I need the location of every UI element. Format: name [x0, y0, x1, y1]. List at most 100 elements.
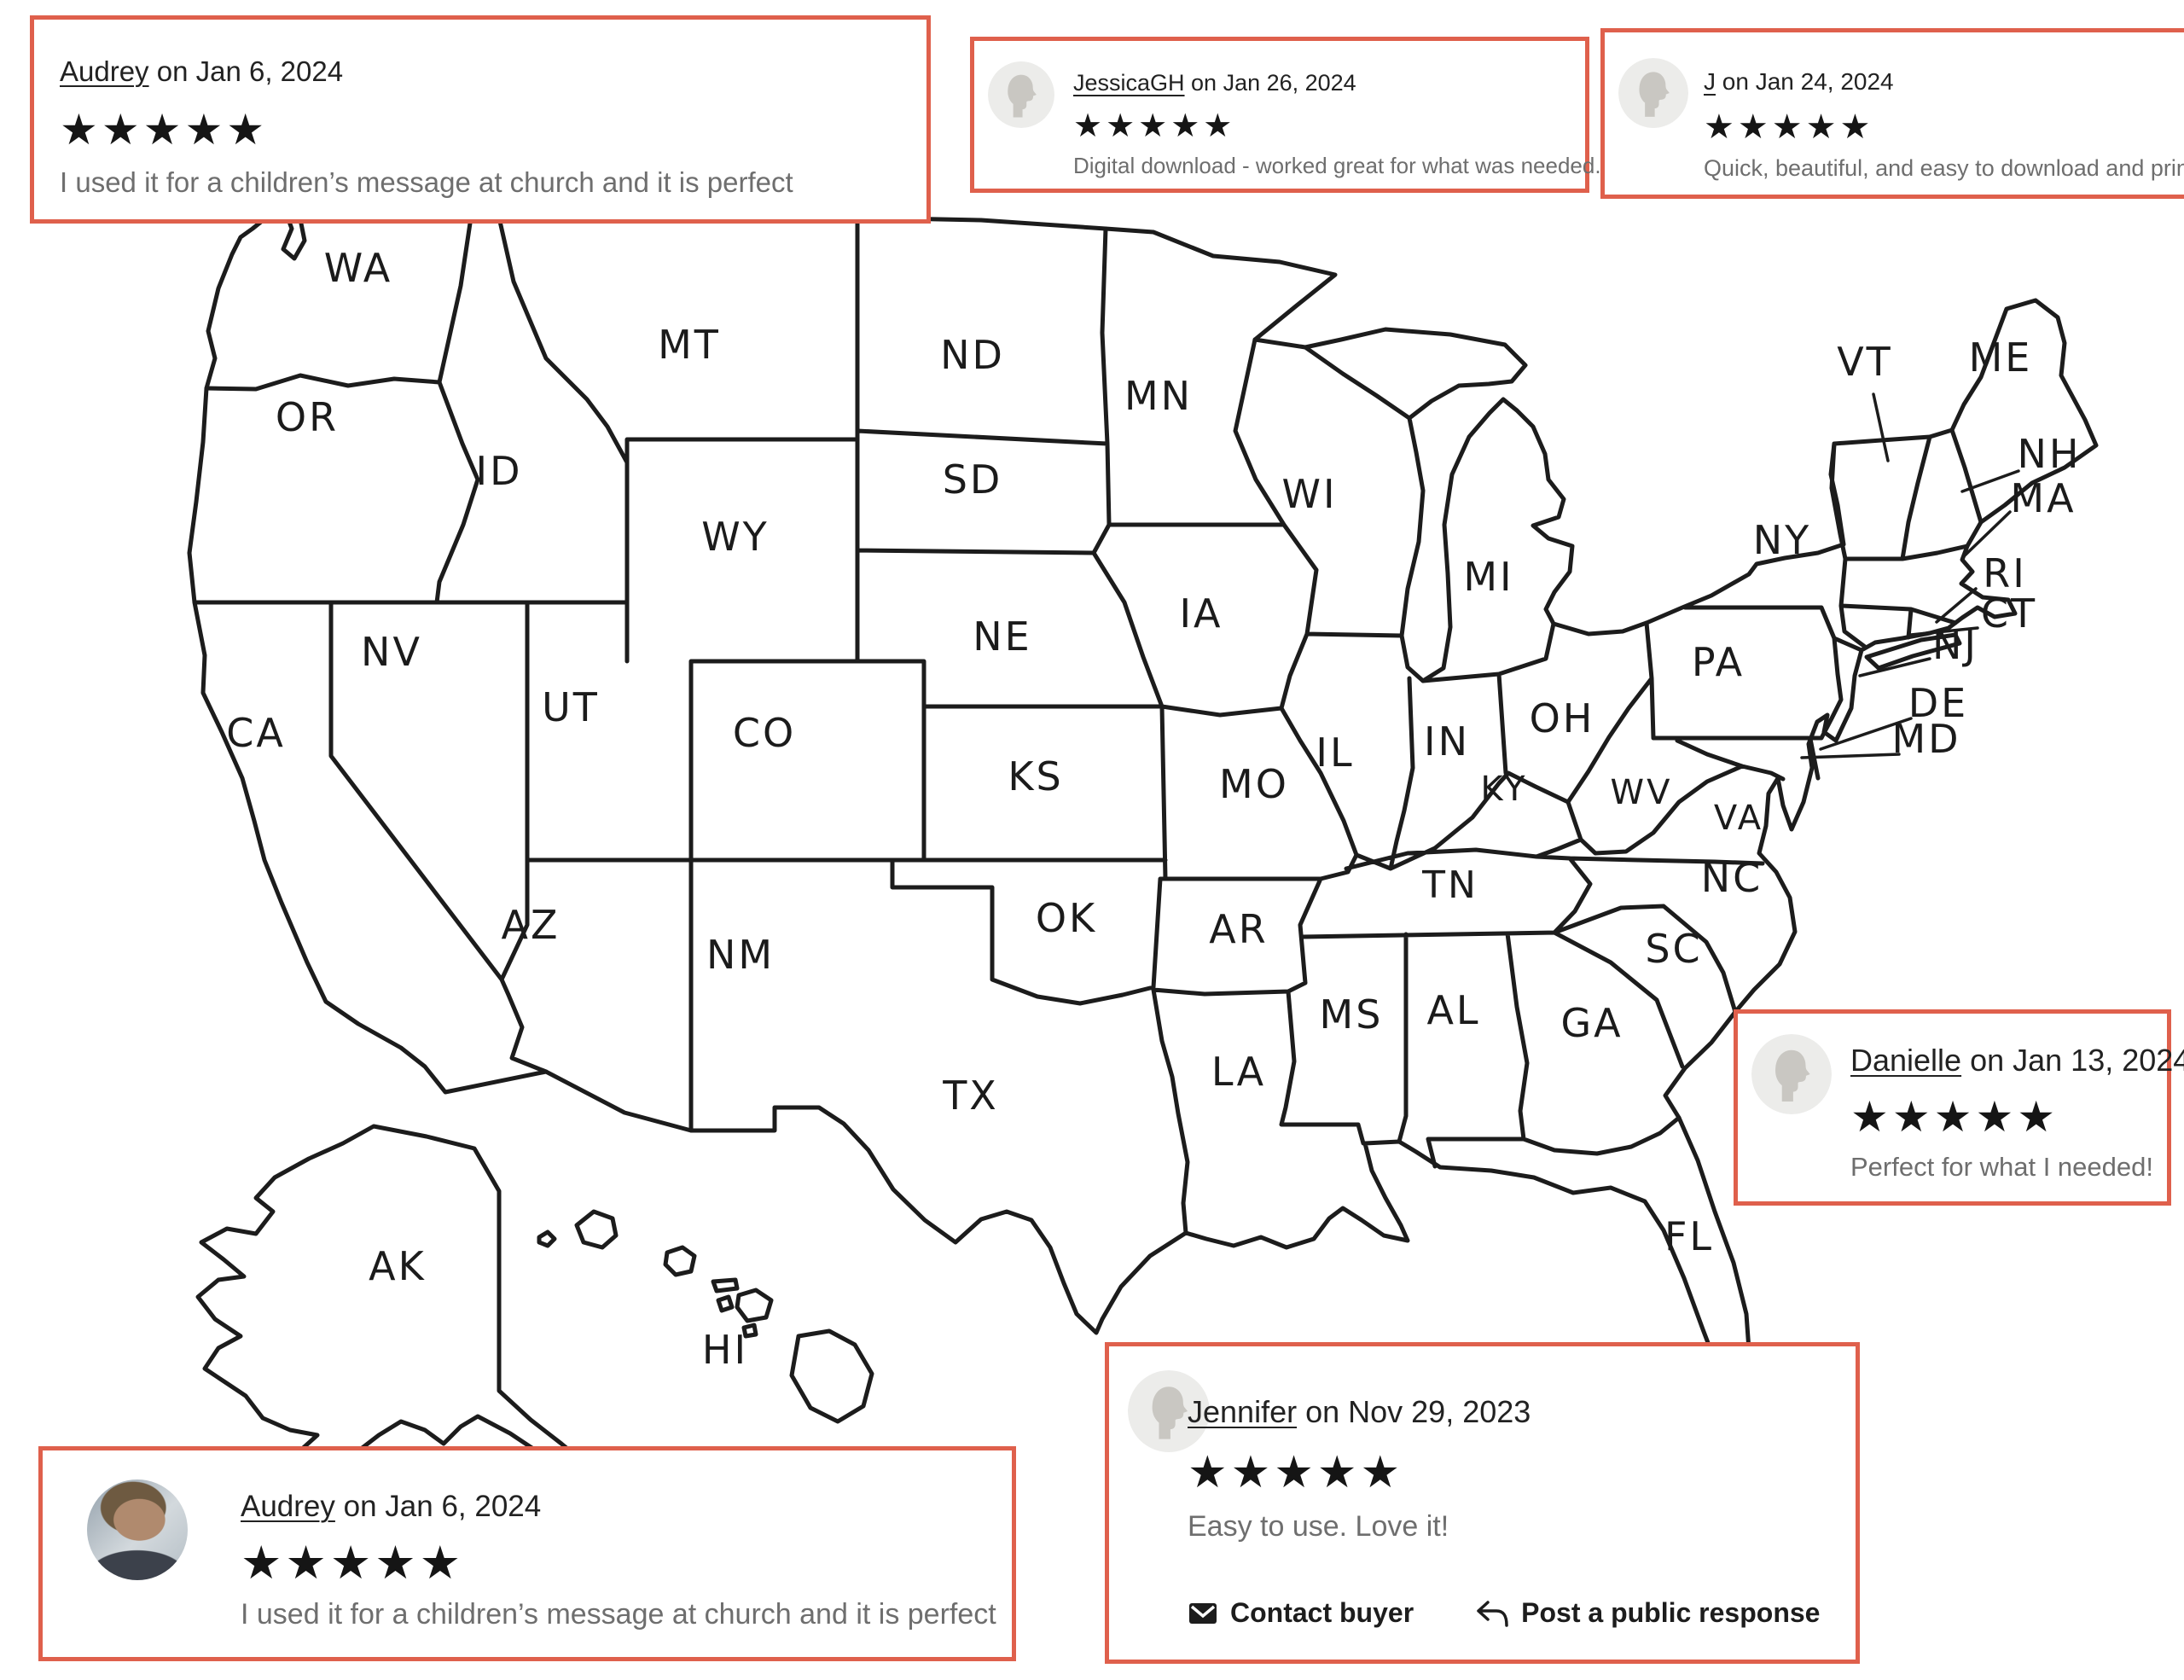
review-card-audrey-top: Audrey on Jan 6, 2024 ★★★★★ I used it fo…: [30, 15, 931, 224]
state-label-wy: WY: [701, 514, 770, 560]
review-text: Perfect for what I needed!: [1850, 1152, 2153, 1182]
state-label-ma: MA: [2010, 475, 2076, 521]
state-label-nc: NC: [1701, 855, 1763, 901]
state-label-ok: OK: [1036, 895, 1097, 941]
review-author-line: Audrey on Jan 6, 2024: [241, 1490, 996, 1524]
state-label-pa: PA: [1692, 639, 1745, 685]
state-label-sc: SC: [1645, 926, 1702, 972]
state-label-in: IN: [1424, 718, 1470, 764]
state-label-wa: WA: [324, 245, 392, 291]
state-label-ak: AK: [369, 1243, 427, 1289]
post-public-response-label: Post a public response: [1521, 1597, 1821, 1628]
person-placeholder-icon: [1618, 58, 1688, 128]
star-rating: ★★★★★: [241, 1538, 465, 1589]
state-label-fl: FL: [1664, 1213, 1714, 1259]
reviewer-name-link[interactable]: J: [1704, 68, 1716, 95]
state-label-nj: NJ: [1932, 622, 1978, 668]
review-author-line: Audrey on Jan 6, 2024: [60, 55, 793, 88]
reviewer-name-link[interactable]: Jennifer: [1188, 1394, 1298, 1429]
state-label-nm: NM: [706, 932, 775, 978]
state-label-il: IL: [1316, 730, 1354, 776]
person-placeholder-icon: [1751, 1034, 1832, 1114]
state-label-nh: NH: [2018, 431, 2082, 477]
state-label-tn: TN: [1421, 863, 1478, 907]
state-label-mo: MO: [1219, 761, 1289, 807]
review-text: Easy to use. Love it!: [1188, 1510, 1449, 1543]
review-date: on Jan 6, 2024: [148, 55, 344, 87]
state-label-ri: RI: [1983, 550, 2027, 596]
state-label-ks: KS: [1008, 753, 1063, 799]
review-card-jessicagh: JessicaGH on Jan 26, 2024 ★★★★★ Digital …: [970, 37, 1601, 193]
state-label-mt: MT: [658, 322, 721, 368]
state-label-ms: MS: [1320, 991, 1384, 1038]
state-label-ar: AR: [1209, 906, 1268, 952]
reviewer-name-link[interactable]: Audrey: [241, 1490, 335, 1523]
state-label-nv: NV: [361, 629, 422, 675]
reviewer-name-link[interactable]: Danielle: [1850, 1043, 1962, 1078]
state-label-la: LA: [1211, 1049, 1266, 1095]
review-author-line: J on Jan 24, 2024: [1704, 68, 2184, 96]
northeast-label-leader-lines: [1800, 392, 2020, 759]
review-date: on Jan 6, 2024: [334, 1490, 542, 1523]
state-borders: [192, 215, 1984, 1235]
review-author-line: Danielle on Jan 13, 2024: [1850, 1043, 2184, 1078]
review-text: Digital download - worked great for what…: [1073, 153, 1601, 178]
review-card-j: J on Jan 24, 2024 ★★★★★ Quick, beautiful…: [1600, 28, 2184, 199]
state-label-mi: MI: [1463, 554, 1513, 600]
state-label-ia: IA: [1179, 590, 1223, 637]
contact-buyer-label: Contact buyer: [1230, 1597, 1414, 1628]
review-card-audrey-bottom: Audrey on Jan 6, 2024 ★★★★★ I used it fo…: [38, 1446, 1016, 1661]
state-label-co: CO: [733, 710, 796, 756]
contact-buyer-button[interactable]: Contact buyer: [1188, 1597, 1414, 1629]
state-label-tx: TX: [942, 1073, 999, 1119]
state-label-ut: UT: [542, 684, 600, 730]
state-label-ca: CA: [226, 710, 286, 756]
state-label-mn: MN: [1124, 373, 1193, 419]
state-label-wv: WV: [1611, 773, 1673, 812]
state-label-ne: NE: [973, 613, 1031, 660]
review-date: on Jan 24, 2024: [1716, 68, 1894, 95]
state-label-hi: HI: [702, 1327, 748, 1373]
review-date: on Jan 13, 2024: [1961, 1043, 2184, 1078]
state-label-ny: NY: [1753, 517, 1812, 563]
long-island: [1864, 632, 1962, 671]
state-label-ga: GA: [1560, 1000, 1623, 1046]
review-card-jennifer: Jennifer on Nov 29, 2023 ★★★★★ Easy to u…: [1105, 1342, 1860, 1664]
state-label-ky: KY: [1480, 770, 1527, 809]
avatar: [988, 61, 1054, 128]
avatar: [1618, 58, 1688, 128]
state-label-oh: OH: [1530, 695, 1595, 741]
review-text: Quick, beautiful, and easy to download a…: [1704, 155, 2184, 181]
review-author-line: JessicaGH on Jan 26, 2024: [1073, 70, 1601, 96]
state-label-az: AZ: [502, 902, 561, 948]
state-label-al: AL: [1426, 987, 1480, 1033]
state-label-me: ME: [1969, 334, 2033, 381]
review-text: I used it for a children’s message at ch…: [60, 166, 793, 198]
review-author-line: Jennifer on Nov 29, 2023: [1188, 1394, 1531, 1430]
state-label-va: VA: [1714, 799, 1763, 838]
post-public-response-button[interactable]: Post a public response: [1473, 1597, 1820, 1629]
state-label-md: MD: [1891, 716, 1960, 762]
reviewer-name-link[interactable]: JessicaGH: [1073, 70, 1185, 96]
star-rating: ★★★★★: [1073, 108, 1236, 144]
state-label-ct: CT: [1981, 590, 2037, 637]
star-rating: ★★★★★: [1188, 1448, 1404, 1497]
star-rating: ★★★★★: [60, 106, 269, 154]
person-placeholder-icon: [988, 61, 1054, 128]
state-label-nd: ND: [940, 332, 1005, 378]
avatar: [1128, 1370, 1210, 1452]
star-rating: ★★★★★: [1704, 108, 1874, 146]
reviewer-name-link[interactable]: Audrey: [60, 55, 149, 87]
state-label-sd: SD: [943, 456, 1003, 503]
star-rating: ★★★★★: [1850, 1093, 2059, 1141]
state-label-de: DE: [1908, 680, 1969, 726]
mail-icon: [1189, 1602, 1217, 1624]
hawaii-islands: [537, 1209, 874, 1424]
avatar: [1751, 1034, 1832, 1114]
review-card-danielle: Danielle on Jan 13, 2024 ★★★★★ Perfect f…: [1734, 1009, 2184, 1206]
state-labels: WA OR CA NV ID MT WY UT CO AZ NM ND SD NE KS OK TX MN IA MO…: [226, 245, 2082, 1373]
review-date: on Jan 26, 2024: [1184, 70, 1356, 96]
state-label-id: ID: [476, 448, 523, 494]
state-label-or: OR: [276, 394, 339, 440]
